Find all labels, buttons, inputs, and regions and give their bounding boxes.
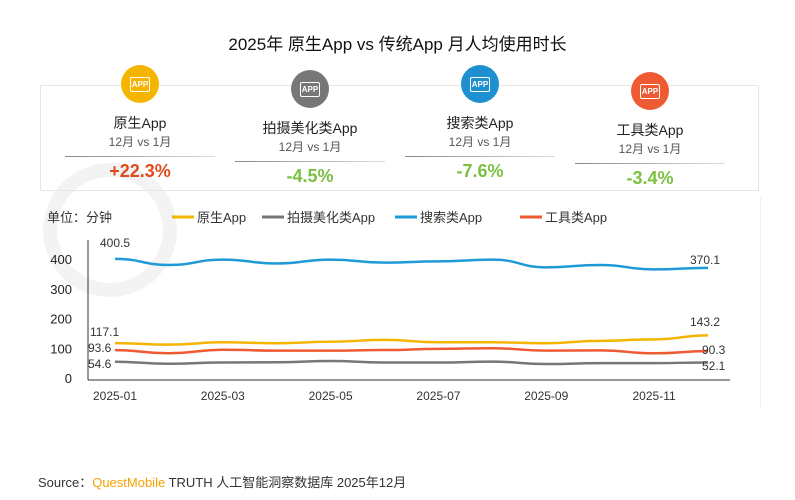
series-line [114, 334, 709, 346]
app-icon-text: APP [299, 81, 321, 97]
divider [65, 156, 215, 157]
divider [575, 163, 725, 164]
x-tick-label: 2025-01 [93, 389, 137, 403]
app-icon-text: APP [469, 76, 491, 92]
y-tick-label: 0 [65, 371, 72, 386]
card-sub: 12月 vs 1月 [278, 140, 342, 154]
series-line [114, 346, 709, 355]
card-value: -4.5% [286, 166, 334, 186]
divider [235, 161, 385, 162]
data-label-last: 370.1 [690, 253, 720, 267]
y-tick-label: 100 [50, 341, 72, 356]
y-tick-label: 300 [50, 282, 72, 297]
card-value: -7.6% [456, 161, 504, 181]
x-tick-label: 2025-11 [633, 389, 676, 403]
y-tick-label: 400 [50, 252, 72, 267]
card-sub: 12月 vs 1月 [108, 135, 172, 149]
summary-card: APP 拍摄美化类App 12月 vs 1月 -4.5% [225, 70, 395, 187]
app-icon: APP [291, 70, 329, 108]
x-tick-label: 2025-03 [201, 389, 245, 403]
data-label-first: 93.6 [88, 341, 112, 355]
card-sub: 12月 vs 1月 [448, 135, 512, 149]
page-title: 2025年 原生App vs 传统App 月人均使用时长 [228, 35, 567, 54]
card-name: 搜索类App [446, 115, 514, 131]
summary-box [40, 85, 759, 191]
card-name: 拍摄美化类App [262, 120, 358, 136]
summary-card: APP 搜索类App 12月 vs 1月 -7.6% [395, 65, 565, 182]
app-icon: APP [461, 65, 499, 103]
y-tick-label: 200 [50, 312, 72, 327]
divider [405, 156, 555, 157]
chart-box [40, 198, 761, 408]
x-tick-label: 2025-07 [416, 389, 460, 403]
data-label-last: 90.3 [702, 343, 726, 357]
data-label-last: 143.2 [690, 315, 720, 329]
x-tick-label: 2025-05 [309, 389, 353, 403]
source-brand: QuestMobile [92, 475, 166, 490]
app-icon-text: APP [129, 76, 151, 92]
source-label: Source： [38, 475, 93, 490]
legend-label: 搜索类App [420, 210, 482, 225]
app-icon: APP [121, 65, 159, 103]
summary-card: APP 工具类App 12月 vs 1月 -3.4% [565, 72, 735, 189]
summary-card: APP 原生App 12月 vs 1月 +22.3% [55, 65, 225, 182]
data-label-last: 52.1 [702, 359, 726, 373]
app-icon: APP [631, 72, 669, 110]
card-value: +22.3% [109, 161, 171, 181]
card-name: 原生App [113, 115, 167, 131]
legend-label: 拍摄美化类App [287, 210, 375, 225]
card-value: -3.4% [626, 168, 674, 188]
card-sub: 12月 vs 1月 [618, 142, 682, 156]
series-line [114, 359, 709, 366]
x-tick-label: 2025-09 [524, 389, 568, 403]
source-note: Source：QuestMobile TRUTH 人工智能洞察数据库 2025年… [38, 472, 406, 491]
app-icon-text: APP [639, 83, 661, 99]
legend-label: 工具类App [545, 210, 607, 225]
card-name: 工具类App [616, 122, 684, 138]
series-line [114, 257, 709, 271]
data-label-first: 54.6 [88, 357, 112, 371]
legend-label: 原生App [197, 210, 246, 225]
data-label-first: 117.1 [90, 325, 119, 339]
unit-label: 单位：分钟 [47, 210, 112, 225]
source-text: TRUTH 人工智能洞察数据库 2025年12月 [165, 475, 407, 490]
data-label-first: 400.5 [100, 236, 130, 250]
